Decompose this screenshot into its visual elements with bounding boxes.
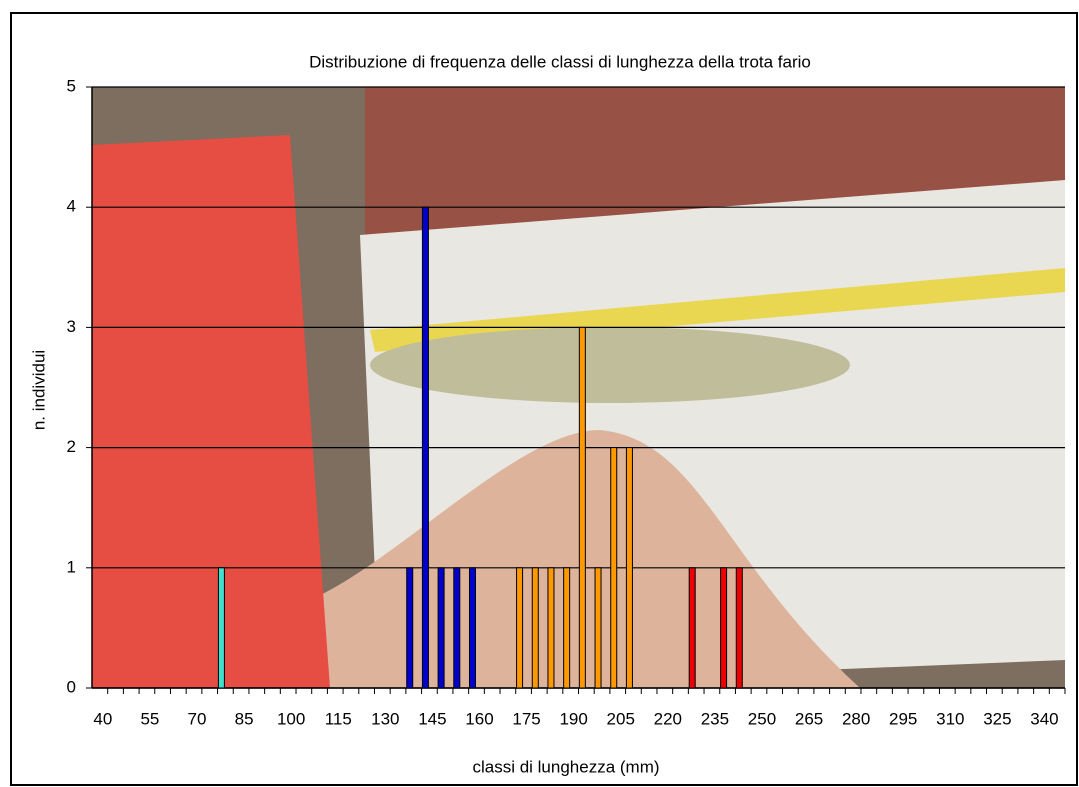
x-tick-label: 175 bbox=[512, 709, 540, 728]
x-tick-label: 40 bbox=[93, 709, 112, 728]
x-tick-label: 295 bbox=[889, 709, 917, 728]
x-tick-label: 55 bbox=[140, 709, 159, 728]
bar bbox=[531, 567, 539, 689]
plot-background bbox=[92, 87, 1065, 688]
x-tick-label: 280 bbox=[842, 709, 870, 728]
x-tick-label: 115 bbox=[325, 709, 352, 728]
y-tick-label: 5 bbox=[67, 76, 76, 95]
y-tick-label: 4 bbox=[67, 197, 76, 216]
y-tick-label: 2 bbox=[67, 437, 76, 456]
bar bbox=[453, 567, 461, 689]
x-tick-label: 145 bbox=[418, 709, 446, 728]
bar bbox=[625, 447, 633, 689]
bar bbox=[421, 206, 429, 689]
bar bbox=[468, 567, 476, 689]
x-tick-label: 100 bbox=[277, 709, 305, 728]
x-tick-label: 265 bbox=[795, 709, 823, 728]
x-tick-label: 220 bbox=[654, 709, 682, 728]
x-tick-label: 85 bbox=[235, 709, 254, 728]
bar bbox=[437, 567, 445, 689]
bar bbox=[688, 567, 696, 689]
x-tick-label: 235 bbox=[701, 709, 729, 728]
photo-box bbox=[92, 135, 330, 688]
bar bbox=[516, 567, 524, 689]
y-tick-label: 3 bbox=[67, 317, 76, 336]
bar bbox=[547, 567, 555, 689]
bar bbox=[578, 326, 586, 689]
y-tick-label: 1 bbox=[67, 557, 76, 576]
x-tick-label: 70 bbox=[188, 709, 207, 728]
x-axis-title: classi di lunghezza (mm) bbox=[472, 757, 659, 776]
bar bbox=[720, 567, 728, 689]
x-tick-label: 250 bbox=[748, 709, 776, 728]
bar bbox=[217, 567, 225, 689]
photo-haze bbox=[92, 87, 1065, 688]
bar bbox=[735, 567, 743, 689]
photo-fish bbox=[370, 327, 850, 403]
y-tick-label: 0 bbox=[67, 677, 76, 696]
bar bbox=[563, 567, 571, 689]
y-axis-title: n. individui bbox=[29, 350, 48, 430]
x-tick-label: 190 bbox=[559, 709, 587, 728]
x-tick-label: 130 bbox=[371, 709, 399, 728]
bar bbox=[406, 567, 414, 689]
x-tick-label: 310 bbox=[936, 709, 964, 728]
x-tick-label: 340 bbox=[1030, 709, 1058, 728]
x-tick-label: 205 bbox=[607, 709, 635, 728]
x-tick-label: 325 bbox=[983, 709, 1011, 728]
bar bbox=[610, 447, 618, 689]
bar bbox=[594, 567, 602, 689]
x-tick-label: 160 bbox=[465, 709, 493, 728]
chart-title: Distribuzione di frequenza delle classi … bbox=[309, 52, 811, 71]
